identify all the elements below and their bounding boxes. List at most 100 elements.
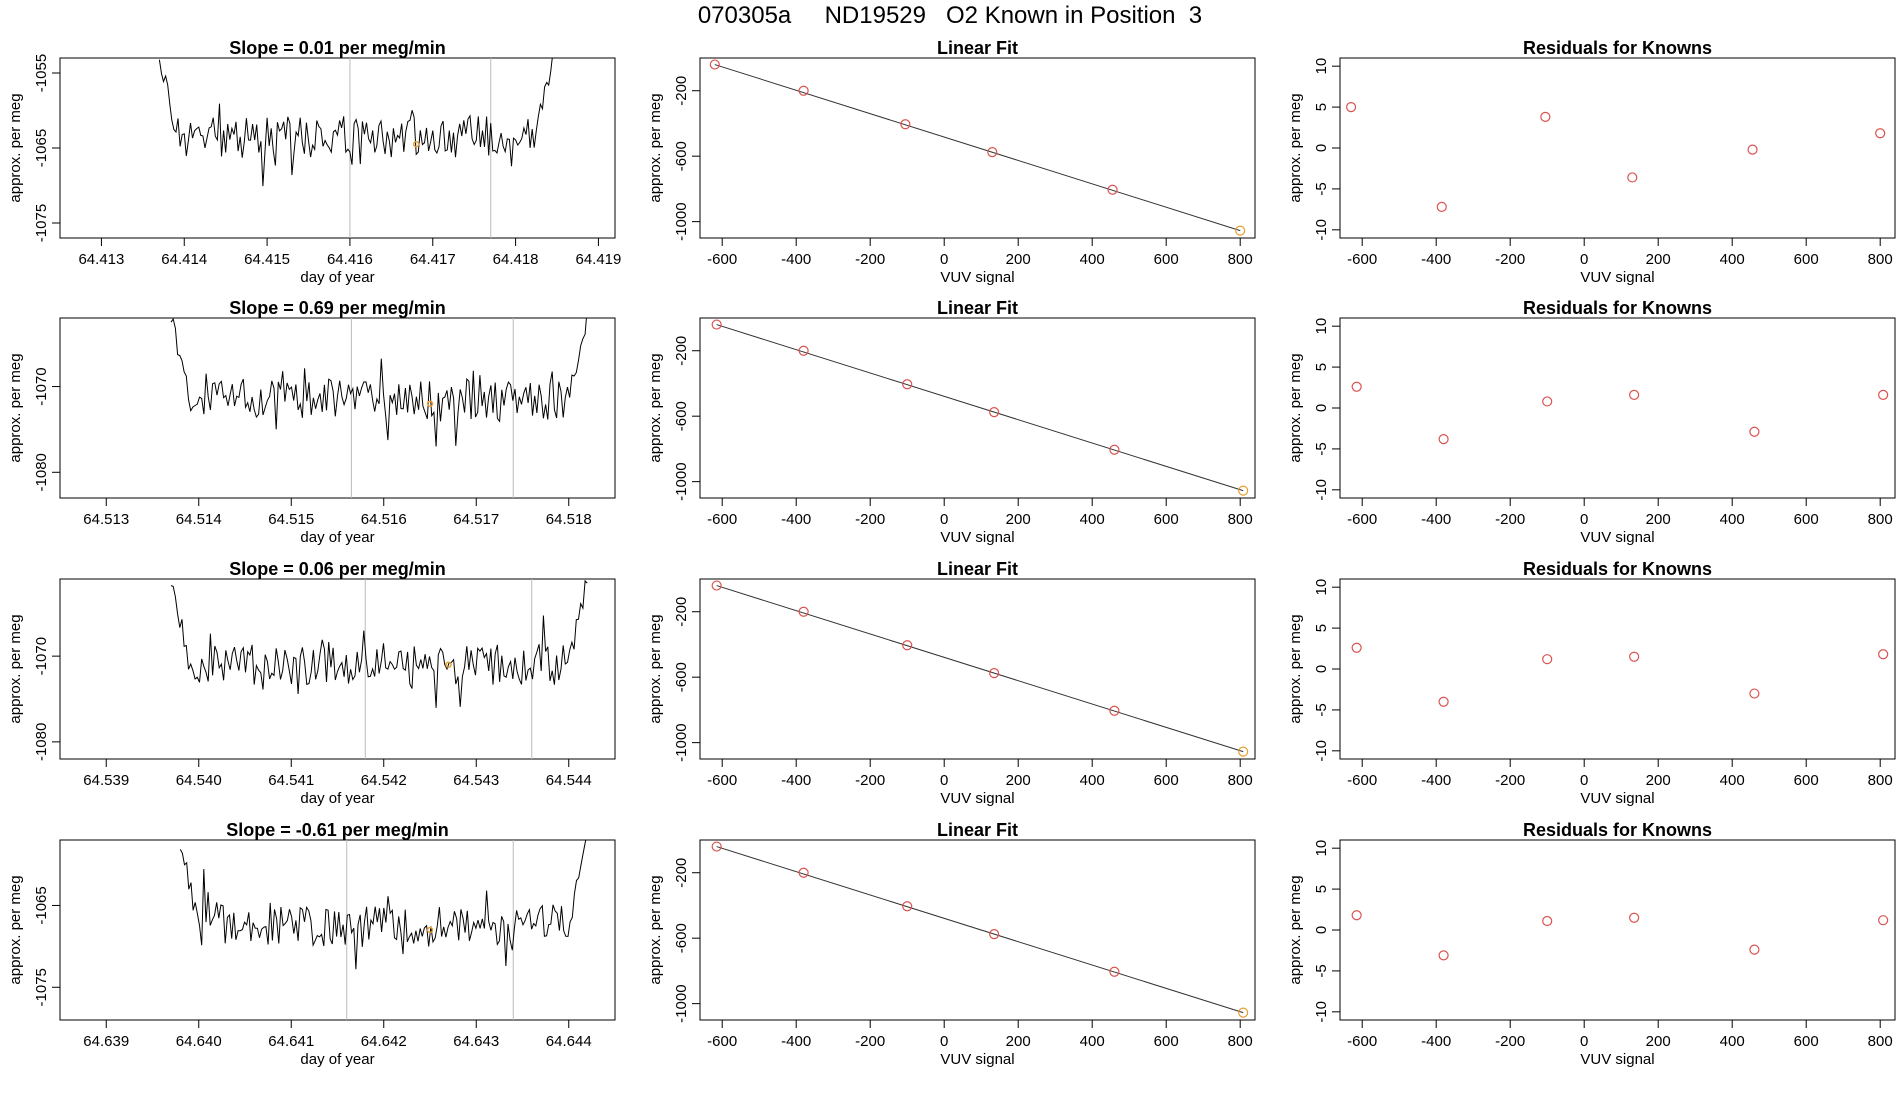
data-point [1629,389,1640,401]
y-axis-label: approx. per meg [647,875,664,984]
fit-line [716,585,1244,753]
x-tick-label: 64.417 [410,251,456,268]
plot-area [1351,642,1889,707]
x-axis-label: VUV signal [1580,1051,1654,1068]
y-axis-label: approx. per meg [1287,614,1304,723]
x-axis-label: day of year [300,269,374,286]
x-tick-label: 0 [1580,251,1588,268]
plot-area [1345,101,1886,213]
x-tick-label: 64.539 [83,772,129,789]
x-tick-label: 64.543 [453,772,499,789]
fit-line [716,324,1244,492]
time-series-line [170,318,587,447]
data-point [1238,746,1249,757]
x-tick-label: -600 [1347,772,1377,789]
x-tick-label: -200 [1495,772,1525,789]
x-tick-label: 64.514 [176,511,222,528]
data-point [711,580,722,591]
data-point [987,146,998,158]
y-tick-label: 0 [1313,144,1330,152]
x-tick-label: 64.542 [361,772,407,789]
data-point [1109,444,1120,455]
x-tick-label: 64.416 [327,251,373,268]
data-point [1878,389,1889,401]
y-tick-label: 5 [1313,624,1330,632]
x-tick-label: 0 [1580,772,1588,789]
x-tick-label: 0 [1580,511,1588,528]
y-tick-label: -10 [1313,219,1330,241]
plot-frame [699,839,1256,1021]
x-tick-label: 64.413 [78,251,124,268]
chart-title: Slope = 0.69 per meg/min [229,298,446,318]
x-tick-label: 64.516 [361,511,407,528]
plot-area [709,59,1246,236]
x-tick-label: -200 [1495,1033,1525,1050]
linear-fit-row-1: Linear Fit -600 -400 -200 0 200 400 600 800 VUV s… [647,38,1256,286]
y-tick-label: -200 [673,76,690,106]
x-tick-label: 800 [1868,772,1893,789]
time-series-line [179,840,587,970]
data-point [1107,184,1118,195]
highlight-point [412,141,420,148]
y-tick-label: -600 [673,141,690,171]
plot-area [1351,381,1889,445]
linear-fit-row-2: Linear Fit -600 -400 -200 0 200 400 600 800 VUV s… [647,298,1256,546]
data-point [798,85,809,96]
plot-frame [59,57,616,239]
x-tick-label: 200 [1006,772,1031,789]
data-point [1109,966,1120,977]
data-point [1235,225,1246,236]
x-tick-label: 400 [1080,251,1105,268]
y-tick-label: -600 [673,401,690,431]
x-tick-label: 800 [1868,251,1893,268]
x-axis-label: day of year [300,790,374,807]
y-tick-label: -10 [1313,479,1330,501]
plot-area [170,579,588,759]
x-tick-label: 0 [940,251,948,268]
x-tick-label: 64.643 [453,1033,499,1050]
data-point [902,901,913,912]
x-axis-label: VUV signal [940,1051,1014,1068]
x-tick-label: 0 [1580,1033,1588,1050]
y-axis-label: approx. per meg [1287,875,1304,984]
plot-frame [1339,317,1896,499]
x-tick-label: -200 [1495,511,1525,528]
plot-area [711,580,1249,757]
data-point [902,379,913,390]
y-tick-label: -1065 [33,129,50,167]
x-tick-label: 400 [1720,772,1745,789]
plot-area [158,58,553,238]
x-tick-label: -400 [1421,511,1451,528]
y-axis-label: approx. per meg [647,614,664,723]
x-tick-label: 400 [1080,511,1105,528]
plot-area [711,841,1249,1018]
y-tick-label: -200 [673,597,690,627]
y-tick-label: -1075 [33,204,50,242]
x-axis-label: VUV signal [940,269,1014,286]
x-tick-label: 600 [1154,772,1179,789]
y-tick-label: -600 [673,923,690,953]
y-axis-label: approx. per meg [7,93,24,202]
data-point [798,345,809,356]
highlight-point [426,400,434,407]
y-tick-label: -1000 [673,984,690,1022]
data-point [709,59,720,70]
chart-title: Residuals for Knowns [1523,559,1712,579]
x-tick-label: 800 [1228,511,1253,528]
y-tick-label: 0 [1313,404,1330,412]
y-tick-label: -1065 [33,886,50,924]
x-tick-label: 64.642 [361,1033,407,1050]
residuals-row-3: Residuals for Knowns -600 -400 -200 0 200 400 6… [1287,559,1896,807]
x-tick-label: 64.544 [546,772,592,789]
y-tick-label: 0 [1313,926,1330,934]
x-tick-label: -600 [1347,1033,1377,1050]
y-axis-label: approx. per meg [7,353,24,462]
y-tick-label: -1000 [673,723,690,761]
x-tick-label: 200 [1646,251,1671,268]
chart-title: Residuals for Knowns [1523,298,1712,318]
plot-area [179,840,587,1020]
data-point [1749,944,1760,955]
plot-area [711,319,1249,496]
x-tick-label: -400 [1421,772,1451,789]
